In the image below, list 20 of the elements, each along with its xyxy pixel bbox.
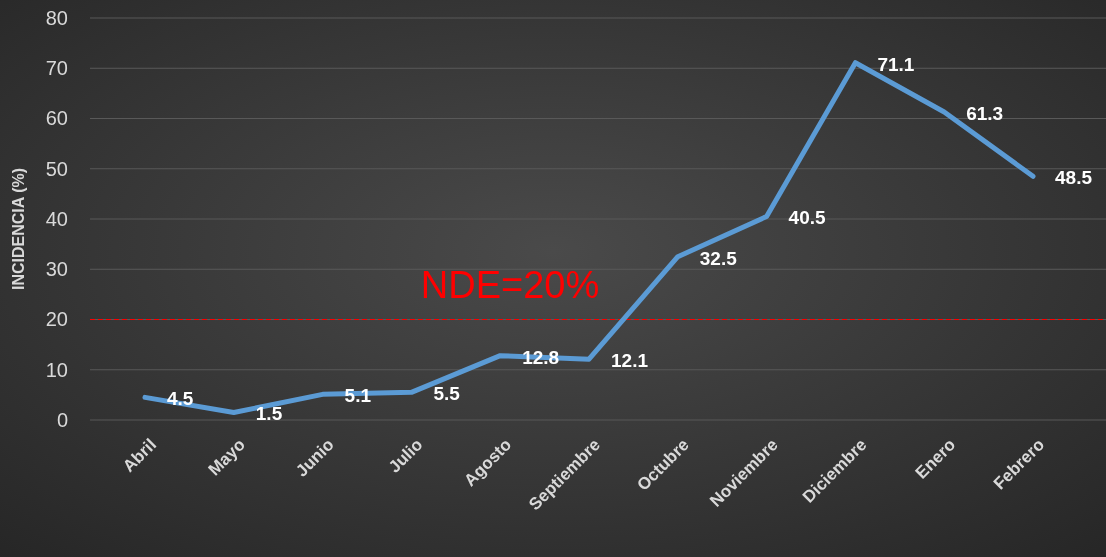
y-axis-title: INCIDENCIA (%) xyxy=(10,167,27,291)
data-label: 1.5 xyxy=(255,403,283,425)
y-tick-label: 20 xyxy=(45,308,68,331)
y-tick-label: 70 xyxy=(45,57,68,80)
data-label: 12.8 xyxy=(522,346,560,368)
data-label: 48.5 xyxy=(1055,167,1093,189)
data-label: 32.5 xyxy=(699,247,738,269)
y-tick-label: 60 xyxy=(45,107,68,130)
y-tick-label: 40 xyxy=(45,207,68,230)
data-label: 12.1 xyxy=(611,350,649,372)
data-label: 40.5 xyxy=(788,207,827,229)
y-tick-label: 80 xyxy=(45,6,68,29)
y-tick-label: 0 xyxy=(56,408,68,431)
y-tick-label: 10 xyxy=(45,358,68,381)
data-label: 61.3 xyxy=(966,102,1004,124)
y-tick-label: 30 xyxy=(45,258,68,281)
data-label: 5.5 xyxy=(433,383,461,405)
data-label: 71.1 xyxy=(877,53,915,75)
ref-line-label: NDE=20% xyxy=(420,263,600,306)
y-tick-label: 50 xyxy=(45,157,68,180)
